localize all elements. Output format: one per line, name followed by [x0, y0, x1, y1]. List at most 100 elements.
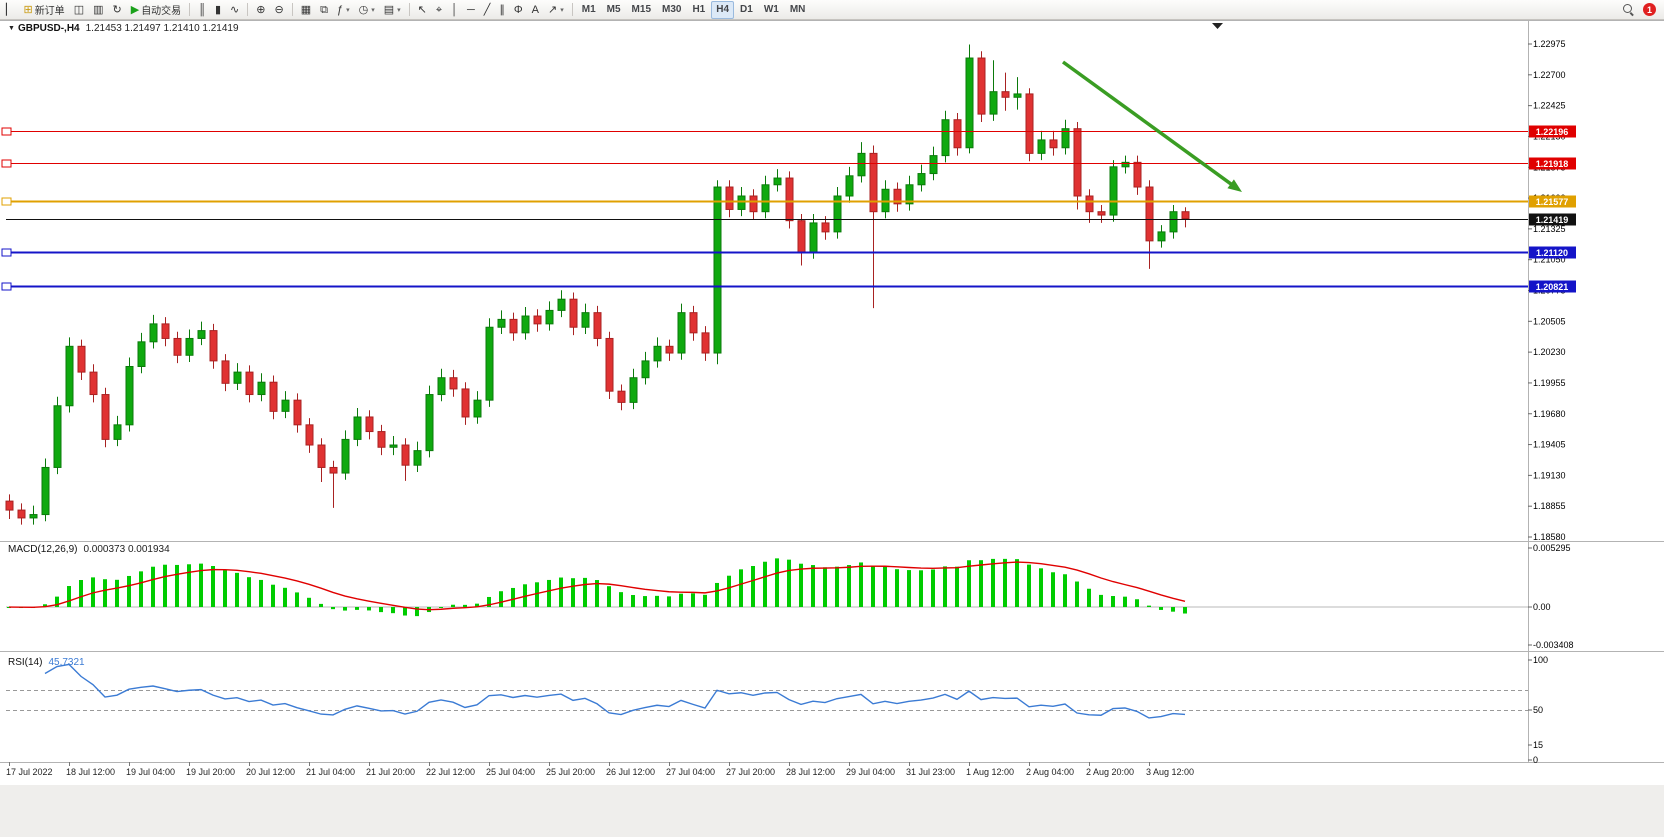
new-order-button[interactable]: ⊞ 新订单 [19, 1, 68, 19]
macd-histogram-bar [643, 596, 647, 608]
line-chart-icon[interactable]: ∿ [226, 1, 243, 19]
horizontal-line-icon[interactable]: ─ [463, 1, 479, 19]
candle-chart-icon[interactable]: ▮ [211, 1, 225, 19]
macd-name: MACD(12,26,9) [8, 544, 78, 555]
vertical-line-icon[interactable]: │ [447, 1, 462, 19]
candle-body [5, 500, 14, 511]
macd-histogram-bar [355, 607, 359, 610]
chart-window-icon-glyph: ◫ [73, 3, 85, 16]
macd-histogram-bar [1135, 599, 1139, 608]
ohlc-values: 1.21453 1.21497 1.21410 1.21419 [85, 23, 239, 34]
text-tool-icon[interactable]: A [528, 1, 543, 19]
fibonacci-icon[interactable]: Φ [510, 1, 527, 19]
timeframe-h4[interactable]: H4 [711, 0, 735, 19]
time-axis[interactable]: 17 Jul 2022 18 Jul 12:00 19 Jul 04:00 19 Ju… [6, 762, 1194, 777]
candle-body [629, 377, 638, 403]
bar-chart-icon[interactable]: ║ [194, 1, 210, 19]
crosshair-icon-glyph: ⌖ [435, 3, 443, 16]
rsi-panel[interactable]: 100 50 15 0 [6, 655, 1548, 765]
macd-histogram-bar [1183, 607, 1187, 614]
horizontal-line-icon-glyph: ─ [466, 3, 475, 16]
toolbar: ▏ ⊞ 新订单 ◫ ▥ ↻ ▶ 自动交易 ║ ▮ ∿ ⊕ ⊖ ▦ ⧉ ƒ ▾ ◷ ▾ ▤ ▾ ↖ ⌖ │ ─ ╱ ∥ Φ A ↗ ▾ M1 M5… [0, 0, 1664, 20]
toolbar-drag-handle-glyph: ▏ [6, 3, 15, 16]
timeframe-mn[interactable]: MN [785, 1, 811, 19]
templates-icon-glyph: ▤ [383, 3, 395, 16]
price-line-1.22196[interactable]: 1.22196 [1, 125, 1576, 138]
arrows-tool-icon[interactable]: ↗ ▾ [544, 1, 568, 19]
candlesticks[interactable] [5, 44, 1190, 525]
svg-text:1.19955: 1.19955 [1533, 378, 1566, 388]
trendline-icon[interactable]: ╱ [480, 1, 495, 19]
tile-windows-icon[interactable]: ▦ [297, 1, 315, 19]
macd-histogram-bar [1003, 558, 1007, 608]
autotrade-button[interactable]: ▶ 自动交易 [127, 1, 185, 19]
timeframe-m30[interactable]: M30 [657, 1, 686, 19]
candle-body [221, 360, 230, 384]
macd-histogram-bar [175, 564, 179, 608]
candle-body [1061, 128, 1070, 149]
chart-window-icon[interactable]: ◫ [70, 1, 88, 19]
crosshair-icon[interactable]: ⌖ [432, 1, 446, 19]
price-line-1.21577[interactable]: 1.21577 [1, 195, 1576, 208]
cursor-icon-glyph: ↖ [417, 3, 427, 16]
line-anchor-handle [1, 282, 12, 291]
svg-text:26 Jul 12:00: 26 Jul 12:00 [606, 767, 655, 777]
zoom-out-icon[interactable]: ⊖ [270, 1, 287, 19]
candle-body [257, 381, 266, 396]
macd-panel[interactable]: 0.005295 0.00 -0.003408 [6, 543, 1574, 650]
candle-body [1025, 93, 1034, 154]
macd-histogram-bar [463, 604, 467, 608]
macd-histogram-bar [259, 579, 263, 608]
macd-histogram-bar [979, 560, 983, 608]
notification-badge[interactable]: 1 [1643, 3, 1656, 16]
price-line-tag [1529, 195, 1576, 208]
macd-histogram-bar [1159, 607, 1163, 610]
macd-histogram-bar [1087, 588, 1091, 608]
toolbar-drag-handle[interactable]: ▏ [2, 1, 18, 19]
price-line-1.21120[interactable]: 1.21120 [1, 246, 1576, 259]
chart-symbol-title: ▼ GBPUSD-,H4 1.21453 1.21497 1.21410 1.214… [8, 23, 239, 34]
macd-histogram-bar [715, 582, 719, 608]
indicators-icon[interactable]: ƒ ▾ [333, 1, 354, 19]
macd-histogram-bar [775, 558, 779, 608]
chart-canvas[interactable]: 1.229751.227001.224251.221501.218751.216… [0, 20, 1664, 837]
timeframe-d1[interactable]: D1 [735, 1, 758, 19]
cursor-icon[interactable]: ↖ [414, 1, 431, 19]
candle-body [185, 337, 194, 356]
refresh-icon[interactable]: ↻ [109, 1, 126, 19]
timeframe-h1[interactable]: H1 [687, 1, 710, 19]
periods-icon[interactable]: ◷ ▾ [355, 1, 379, 19]
macd-histogram-bar [1099, 594, 1103, 608]
svg-text:1.20230: 1.20230 [1533, 347, 1566, 357]
scroll-to-end-marker [1212, 23, 1223, 29]
macd-histogram-bar [931, 569, 935, 608]
candle-body [329, 466, 338, 474]
macd-histogram-bar [703, 594, 707, 608]
macd-histogram-bar [487, 596, 491, 608]
zoom-in-icon[interactable]: ⊕ [252, 1, 269, 19]
macd-histogram-bar [283, 587, 287, 608]
timeframe-m1[interactable]: M1 [577, 1, 601, 19]
macd-histogram-bar [415, 607, 419, 617]
macd-histogram-bar [55, 596, 59, 608]
profiles-icon[interactable]: ▥ [89, 1, 107, 19]
macd-histogram-bar [907, 570, 911, 608]
price-line-1.20821[interactable]: 1.20821 [1, 280, 1576, 293]
collapse-triangle-icon[interactable]: ▼ [8, 25, 15, 32]
timeframe-m15[interactable]: M15 [627, 1, 656, 19]
timeframe-m5[interactable]: M5 [602, 1, 626, 19]
macd-histogram-bar [763, 561, 767, 608]
trend-arrow-annotation[interactable] [1061, 60, 1242, 192]
macd-histogram-bar [127, 575, 131, 608]
channel-icon[interactable]: ∥ [495, 1, 509, 19]
search-icon[interactable] [1622, 3, 1635, 16]
arrange-windows-icon[interactable]: ⧉ [316, 1, 332, 19]
price-line-tag [1529, 125, 1576, 138]
timeframe-w1[interactable]: W1 [759, 1, 784, 19]
candle-body [941, 119, 950, 157]
candle-body [713, 186, 722, 354]
price-line-1.21918[interactable]: 1.21918 [1, 157, 1576, 170]
candle-body [1085, 195, 1094, 213]
chevron-down-icon: ▾ [371, 6, 375, 14]
templates-icon[interactable]: ▤ ▾ [380, 1, 405, 19]
